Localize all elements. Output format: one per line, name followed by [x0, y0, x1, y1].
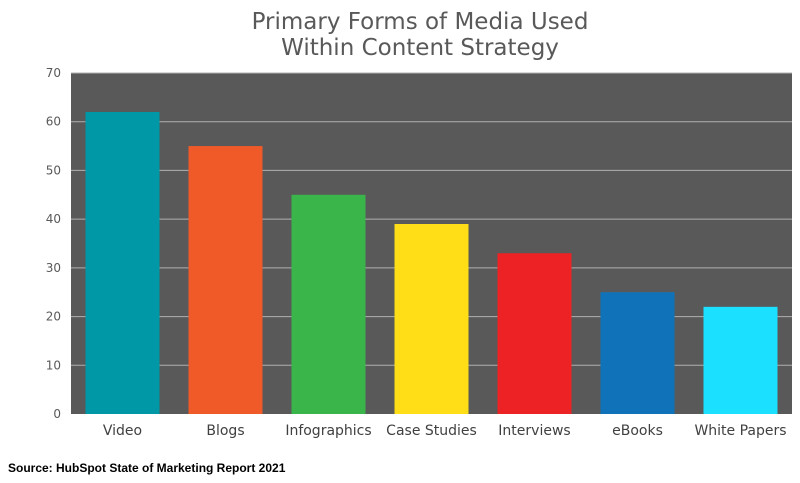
source-note: Source: HubSpot State of Marketing Repor… [8, 461, 286, 475]
y-tick-label: 70 [46, 66, 61, 80]
y-tick-label: 30 [46, 261, 61, 275]
x-axis-categories: Video Blogs Infographics Case Studies Interv… [103, 423, 787, 439]
y-tick-label: 60 [46, 115, 61, 129]
y-tick-label: 20 [46, 310, 61, 324]
y-tick-label: 10 [46, 358, 61, 372]
chart-title-line-2: Within Content Strategy [281, 35, 559, 61]
chart-title-line-1: Primary Forms of Media Used [252, 9, 589, 35]
bars [85, 111, 778, 415]
x-category-label: Interviews [498, 423, 570, 439]
bar-interviews [497, 253, 572, 414]
x-category-label: eBooks [612, 423, 663, 439]
x-category-label: Video [103, 423, 142, 439]
x-category-label: Infographics [285, 423, 371, 439]
x-category-label: Case Studies [386, 423, 477, 439]
bar-infographics [291, 194, 366, 414]
bar-blogs [188, 146, 263, 415]
y-tick-label: 40 [46, 212, 61, 226]
y-tick-label: 0 [53, 407, 61, 421]
x-category-label: Blogs [206, 423, 244, 439]
x-category-label: White Papers [694, 423, 786, 439]
y-axis-ticks: 0 10 20 30 40 50 60 70 [46, 66, 61, 421]
y-tick-label: 50 [46, 163, 61, 177]
bar-white-papers [703, 306, 778, 414]
bar-case-studies [394, 224, 469, 414]
bar-video [85, 111, 160, 414]
bar-ebooks [600, 292, 675, 414]
